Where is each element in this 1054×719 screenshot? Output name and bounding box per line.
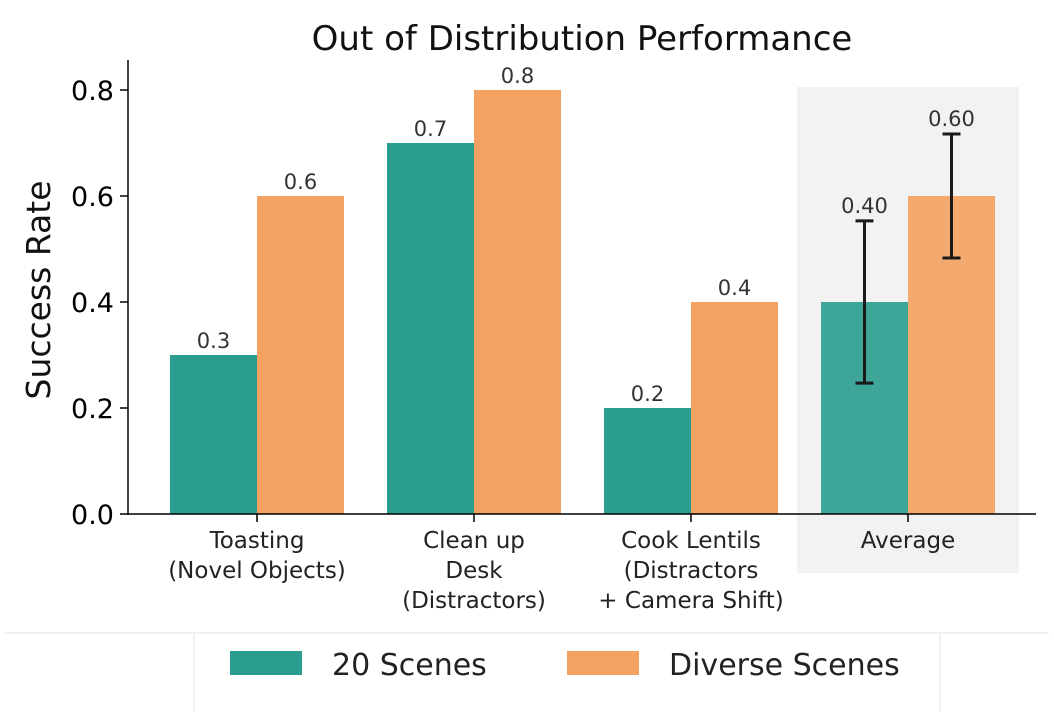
data-label: 0.8	[501, 64, 534, 88]
bar-diverse-scenes-0	[257, 196, 344, 514]
data-label: 0.60	[928, 107, 975, 131]
y-tick-label: 0.0	[71, 500, 114, 531]
y-tick-label: 0.4	[71, 288, 114, 319]
x-tick-label: Average	[861, 528, 955, 554]
bar-20-scenes-1	[387, 143, 474, 514]
legend-swatch-1	[567, 651, 639, 675]
data-label: 0.4	[718, 276, 751, 300]
bar-20-scenes-2	[604, 408, 691, 514]
data-label: 0.3	[197, 329, 230, 353]
bar-diverse-scenes-1	[474, 90, 561, 514]
data-label: 0.40	[841, 194, 888, 218]
x-tick-label: Clean up Desk (Distractors)	[402, 528, 546, 614]
legend-swatch-0	[230, 651, 302, 675]
bar-diverse-scenes-2	[691, 302, 778, 514]
data-label: 0.6	[284, 170, 317, 194]
bar-20-scenes-0	[170, 355, 257, 514]
legend-label-0: 20 Scenes	[332, 648, 487, 683]
legend-label-1: Diverse Scenes	[669, 648, 900, 683]
y-tick-label: 0.2	[71, 394, 114, 425]
y-axis-label: Success Rate	[19, 181, 58, 400]
y-tick-label: 0.6	[71, 182, 114, 213]
x-tick-label: Cook Lentils (Distractors + Camera Shift)	[598, 528, 783, 614]
y-tick-label: 0.8	[71, 76, 114, 107]
data-label: 0.2	[631, 382, 664, 406]
chart-title: Out of Distribution Performance	[312, 19, 853, 59]
data-label: 0.7	[414, 117, 447, 141]
x-tick-label: Toasting (Novel Objects)	[168, 528, 346, 584]
legend: 20 Scenes Diverse Scenes	[5, 632, 1049, 712]
